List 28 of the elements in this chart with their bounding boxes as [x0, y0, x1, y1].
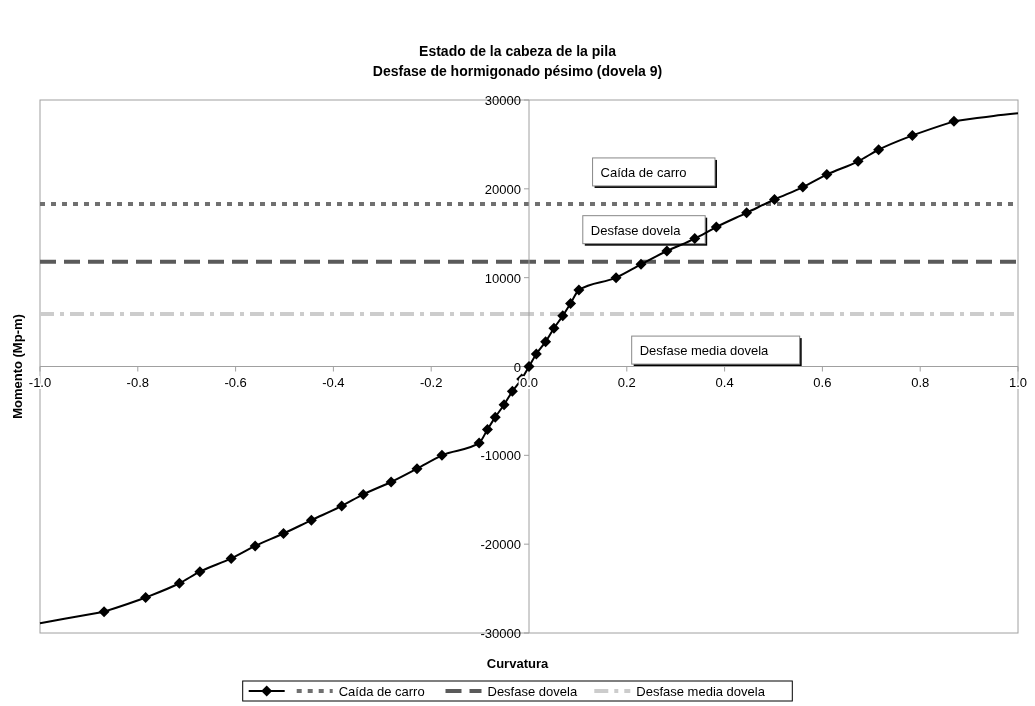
x-tick-label: -0.8	[126, 374, 149, 390]
x-tick-label: -0.4	[322, 374, 345, 390]
chart-title: Estado de la cabeza de la pila	[419, 43, 617, 59]
y-tick-label: -30000	[480, 626, 521, 641]
x-tick-label: 1.0	[1008, 374, 1028, 390]
chart-subtitle: Desfase de hormigonado pésimo (dovela 9)	[372, 63, 663, 79]
legend-label: Desfase media dovela	[636, 684, 766, 699]
x-tick-label: -1.0	[28, 374, 52, 390]
x-tick-label: 0.4	[715, 374, 734, 390]
x-tick-label: -0.6	[224, 374, 247, 390]
legend-label: Caída de carro	[338, 684, 425, 699]
x-axis-title: Curvatura	[486, 656, 549, 671]
x-tick-label: 0.2	[617, 374, 636, 390]
x-tick-label: -0.2	[420, 374, 443, 390]
y-axis-title: Momento (Mp-m)	[10, 314, 25, 419]
x-tick-label: 0.0	[519, 374, 539, 390]
text: Caída de carro	[600, 164, 687, 180]
x-tick-label: 0.6	[813, 374, 832, 390]
x-tick-label: 0.8	[911, 374, 930, 390]
legend-label: Desfase dovela	[487, 684, 578, 699]
text: Desfase media dovela	[639, 343, 769, 359]
y-tick-label: 10000	[484, 270, 521, 286]
y-tick-label: 20000	[484, 181, 521, 197]
y-tick-label: -20000	[480, 537, 521, 553]
text: Desfase dovela	[590, 222, 681, 238]
y-tick-label: 30000	[484, 93, 521, 108]
y-tick-label: -10000	[480, 448, 521, 464]
y-tick-label: 0	[513, 359, 521, 375]
